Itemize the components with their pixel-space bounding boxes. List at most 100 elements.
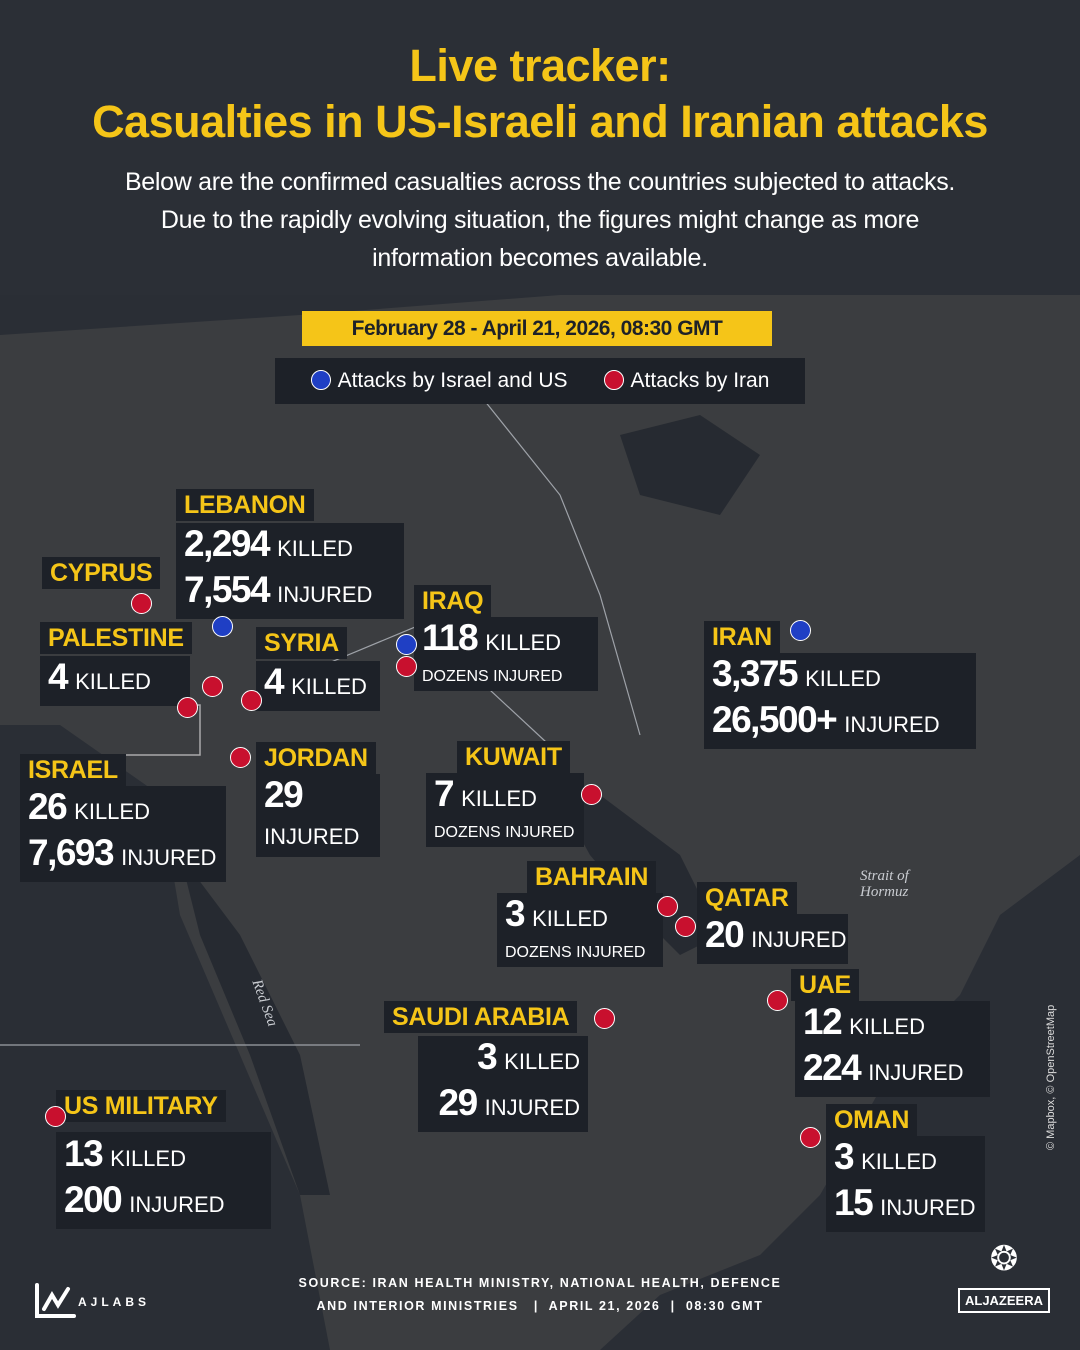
stat-unit: INJURED <box>129 1191 225 1217</box>
stat-number: 29 <box>438 1082 479 1123</box>
country-label: OMAN <box>826 1104 918 1136</box>
stat-unit: KILLED <box>849 1014 925 1039</box>
red-attack-marker-icon[interactable] <box>241 690 262 711</box>
stat-number: 20 <box>705 914 745 955</box>
red-attack-marker-icon[interactable] <box>675 916 696 937</box>
casualty-stats: 13 KILLED 200 INJURED <box>56 1132 271 1229</box>
stat-number: 224 <box>803 1047 862 1088</box>
stat-line: 200 INJURED <box>64 1180 263 1227</box>
country-label: SYRIA <box>256 627 347 659</box>
stat-line: 29 INJURED <box>439 1084 581 1130</box>
casualty-stats: 2,294 KILLED 7,554 INJURED <box>176 523 404 619</box>
stat-number: 3 <box>505 893 526 934</box>
aljazeera-logo: ❂ ALJAZEERA <box>958 1230 1050 1313</box>
country-label: CYPRUS <box>42 557 161 589</box>
stat-unit: DOZENS INJURED <box>434 824 575 841</box>
stat-number: 7,554 <box>184 569 271 610</box>
stat-line: 7,554 INJURED <box>184 571 396 617</box>
stat-number: 3 <box>834 1136 855 1177</box>
casualty-stats: 3 KILLED DOZENS INJURED <box>497 893 663 967</box>
blue-attack-marker-icon[interactable] <box>212 616 233 637</box>
stat-number: 3,375 <box>712 653 799 694</box>
stat-unit: INJURED <box>868 1060 964 1085</box>
stat-line: 4 KILLED <box>264 663 372 709</box>
stat-number: 12 <box>803 1001 843 1042</box>
stat-line: DOZENS INJURED <box>505 941 655 965</box>
casualty-stats: 4 KILLED <box>40 656 190 706</box>
stat-unit: DOZENS INJURED <box>505 944 646 961</box>
casualty-stats: 4 KILLED <box>256 661 380 711</box>
blue-attack-marker-icon[interactable] <box>790 620 811 641</box>
stat-unit: DOZENS INJURED <box>422 668 563 685</box>
subtitle-line: information becomes available. <box>372 244 708 272</box>
stat-number: 13 <box>64 1132 104 1174</box>
casualty-stats: 26 KILLED 7,693 INJURED <box>20 786 226 882</box>
stat-line: 3 KILLED <box>505 895 655 941</box>
casualty-stats: 29 INJURED <box>256 774 380 857</box>
legend-item-iran: Attacks by Iran <box>603 369 769 393</box>
country-label: ISRAEL <box>20 754 126 786</box>
stat-number: 7 <box>434 773 455 814</box>
stat-unit: INJURED <box>121 845 217 870</box>
ajlabs-chart-icon <box>35 1283 76 1318</box>
country-label: US MILITARY <box>56 1090 226 1122</box>
stat-number: 26,500+ <box>712 699 838 740</box>
stat-line: 12 KILLED <box>803 1003 982 1049</box>
subtitle-line: Below are the confirmed casualties acros… <box>124 168 956 196</box>
legend: Attacks by Israel and US Attacks by Iran <box>275 358 805 404</box>
stat-unit: KILLED <box>75 669 151 694</box>
red-attack-marker-icon[interactable] <box>131 593 152 614</box>
blue-attack-marker-icon[interactable] <box>396 634 417 655</box>
country-label: IRAN <box>704 621 780 653</box>
stat-unit: INJURED <box>751 927 847 952</box>
stat-line: 3 KILLED <box>477 1038 580 1084</box>
red-attack-marker-icon[interactable] <box>396 656 417 677</box>
red-attack-marker-icon[interactable] <box>202 676 223 697</box>
blue-dot-icon <box>310 370 331 390</box>
stat-number: 7,693 <box>28 832 115 873</box>
country-label: IRAQ <box>414 585 492 617</box>
ajlabs-wordmark: AJLABS <box>78 1295 151 1309</box>
stat-unit: KILLED <box>74 799 150 824</box>
source-line: SOURCE: IRAN HEALTH MINISTRY, NATIONAL H… <box>298 1276 782 1290</box>
stat-line: 15 INJURED <box>834 1184 977 1230</box>
aljazeera-emblem-icon: ❂ <box>989 1240 1019 1278</box>
date-range-banner: February 28 - April 21, 2026, 08:30 GMT <box>302 311 772 346</box>
stat-unit: KILLED <box>861 1149 937 1174</box>
aljazeera-wordmark: ALJAZEERA <box>958 1288 1050 1313</box>
stat-line: 224 INJURED <box>803 1049 982 1095</box>
subtitle: Below are the confirmed casualties acros… <box>0 163 1080 277</box>
stat-line: 7 KILLED <box>434 775 576 821</box>
red-attack-marker-icon[interactable] <box>800 1127 821 1148</box>
country-label: LEBANON <box>176 489 314 521</box>
stat-number: 4 <box>48 656 69 697</box>
stat-unit: INJURED <box>484 1095 580 1120</box>
country-label: SAUDI ARABIA <box>384 1001 578 1033</box>
red-attack-marker-icon[interactable] <box>594 1008 615 1029</box>
casualty-stats: 3,375 KILLED 26,500+ INJURED <box>704 653 976 749</box>
stat-number: 26 <box>28 786 68 827</box>
red-attack-marker-icon[interactable] <box>767 990 788 1011</box>
map-label-strait-of-hormuz: Strait of Hormuz <box>860 868 909 900</box>
stat-line: 13 KILLED <box>64 1132 263 1181</box>
legend-label: Attacks by Israel and US <box>337 369 568 392</box>
stat-unit: INJURED <box>844 712 940 737</box>
red-attack-marker-icon[interactable] <box>657 896 678 917</box>
stat-number: 118 <box>422 617 479 658</box>
red-attack-marker-icon[interactable] <box>230 747 251 768</box>
red-attack-marker-icon[interactable] <box>45 1106 66 1127</box>
stat-line: 7,693 INJURED <box>28 834 218 880</box>
subtitle-line: Due to the rapidly evolving situation, t… <box>160 206 920 234</box>
stat-line: 26 KILLED <box>28 788 218 834</box>
casualty-stats: 20 INJURED <box>697 914 848 964</box>
casualty-stats: 3 KILLED 29 INJURED <box>418 1036 588 1132</box>
stat-line: INJURED <box>264 822 372 855</box>
stat-unit: KILLED <box>485 630 562 655</box>
country-label: QATAR <box>697 882 797 914</box>
stat-line: 2,294 KILLED <box>184 525 396 571</box>
red-attack-marker-icon[interactable] <box>581 784 602 805</box>
stat-line: 4 KILLED <box>48 658 182 704</box>
stat-number: 29 <box>264 774 304 815</box>
red-attack-marker-icon[interactable] <box>177 697 198 718</box>
stat-line: 118 KILLED <box>422 619 590 665</box>
